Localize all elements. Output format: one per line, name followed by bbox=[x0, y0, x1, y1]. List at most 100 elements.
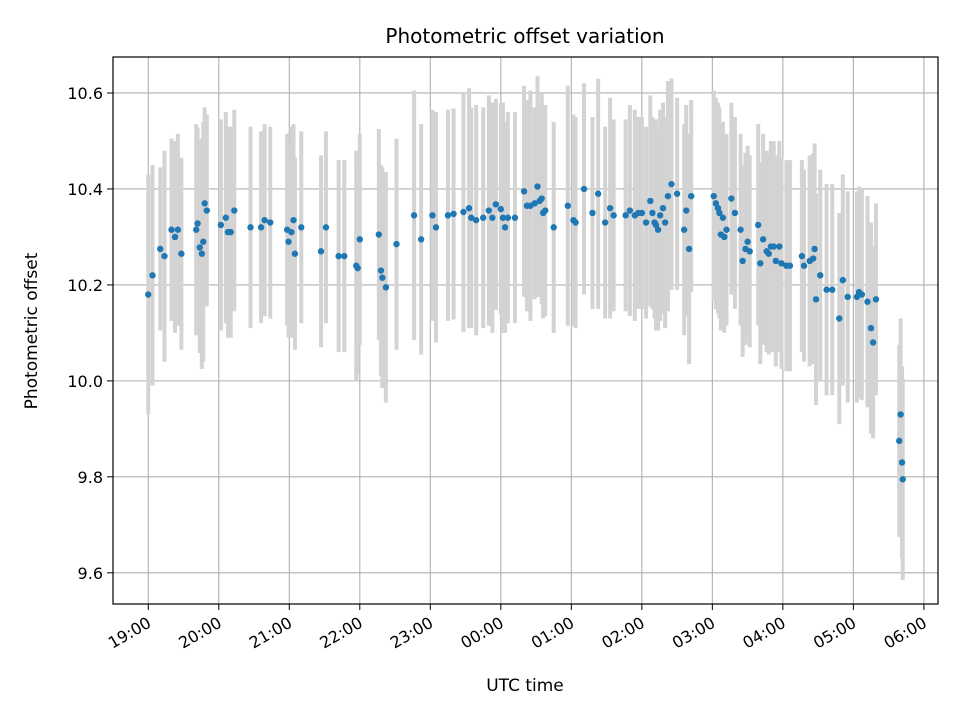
data-point bbox=[712, 200, 720, 207]
data-point bbox=[811, 245, 818, 253]
data-point bbox=[298, 224, 305, 231]
y-axis: 9.6 9.8 10.0 10.2 10.4 10.6 bbox=[67, 84, 113, 583]
data-point bbox=[786, 262, 794, 269]
data-point bbox=[572, 219, 579, 226]
data-point bbox=[247, 224, 254, 231]
y-tick-label: 10.4 bbox=[67, 180, 103, 199]
data-point bbox=[737, 226, 744, 233]
data-point bbox=[899, 476, 906, 483]
data-point bbox=[659, 204, 667, 212]
data-point bbox=[382, 284, 390, 291]
data-point bbox=[622, 212, 629, 219]
data-point bbox=[688, 192, 695, 200]
data-point bbox=[542, 207, 549, 214]
data-point bbox=[261, 216, 268, 224]
data-point bbox=[479, 214, 487, 221]
data-point bbox=[168, 226, 175, 233]
data-point bbox=[497, 205, 505, 213]
data-point bbox=[744, 238, 751, 245]
data-point bbox=[610, 212, 617, 219]
data-point bbox=[564, 202, 572, 209]
data-point bbox=[489, 214, 496, 221]
y-tick-label: 10.0 bbox=[67, 372, 103, 391]
data-point bbox=[654, 226, 662, 233]
data-point bbox=[531, 200, 538, 207]
data-point bbox=[746, 248, 753, 255]
data-point bbox=[710, 192, 717, 200]
data-point bbox=[485, 207, 493, 214]
data-point bbox=[450, 210, 457, 218]
data-point bbox=[267, 219, 274, 226]
data-point bbox=[161, 252, 168, 260]
data-point bbox=[652, 221, 660, 229]
data-point bbox=[642, 219, 650, 226]
data-point bbox=[417, 236, 425, 243]
data-point bbox=[817, 272, 824, 279]
data-point bbox=[472, 216, 480, 224]
data-point bbox=[898, 459, 906, 466]
data-point bbox=[731, 209, 739, 217]
data-point bbox=[601, 219, 609, 226]
data-point bbox=[716, 209, 723, 217]
data-point bbox=[198, 250, 206, 257]
data-point bbox=[375, 231, 383, 238]
data-point bbox=[291, 250, 299, 257]
data-point bbox=[754, 221, 762, 229]
data-point bbox=[723, 226, 730, 233]
data-point bbox=[757, 260, 764, 267]
data-point bbox=[444, 212, 452, 219]
data-point bbox=[201, 200, 208, 207]
data-point bbox=[626, 207, 634, 214]
data-point bbox=[673, 190, 681, 197]
data-point bbox=[668, 180, 675, 188]
data-point bbox=[853, 293, 861, 301]
data-point bbox=[680, 226, 688, 233]
plot-frame bbox=[112, 56, 939, 605]
data-point bbox=[227, 228, 234, 236]
x-axis-title: UTC time bbox=[486, 676, 564, 696]
data-point bbox=[178, 250, 185, 257]
data-point bbox=[798, 252, 806, 260]
data-point bbox=[499, 214, 507, 221]
data-point bbox=[410, 212, 418, 219]
data-point bbox=[203, 207, 210, 214]
data-point bbox=[377, 267, 385, 274]
data-point bbox=[288, 228, 295, 236]
data-point bbox=[335, 252, 342, 260]
data-point bbox=[171, 233, 179, 241]
data-point bbox=[647, 197, 654, 205]
data-point bbox=[317, 248, 325, 255]
data-point bbox=[869, 339, 877, 346]
data-point bbox=[290, 216, 297, 224]
data-point bbox=[520, 188, 528, 195]
chart-title: Photometric offset variation bbox=[385, 24, 664, 48]
y-tick-label: 10.6 bbox=[67, 84, 103, 103]
data-point bbox=[194, 220, 201, 227]
data-point bbox=[714, 204, 722, 212]
data-point bbox=[501, 224, 509, 231]
data-point bbox=[594, 190, 602, 197]
data-point bbox=[257, 224, 265, 231]
data-point bbox=[759, 236, 767, 243]
data-point bbox=[719, 214, 727, 221]
data-point bbox=[393, 240, 400, 248]
data-point bbox=[231, 207, 238, 214]
data-point bbox=[429, 212, 436, 219]
data-point bbox=[661, 219, 669, 226]
data-point bbox=[770, 243, 777, 250]
data-point bbox=[354, 264, 361, 272]
data-point bbox=[432, 224, 440, 231]
data-point bbox=[534, 183, 541, 190]
data-point bbox=[809, 255, 817, 262]
data-point bbox=[580, 185, 588, 193]
data-point bbox=[222, 214, 230, 221]
data-point bbox=[897, 411, 904, 418]
data-point bbox=[872, 296, 880, 303]
data-point bbox=[844, 293, 851, 301]
data-point bbox=[800, 262, 808, 269]
data-point bbox=[656, 212, 664, 219]
data-points bbox=[145, 180, 906, 483]
data-point bbox=[322, 224, 330, 231]
data-point bbox=[836, 315, 843, 322]
